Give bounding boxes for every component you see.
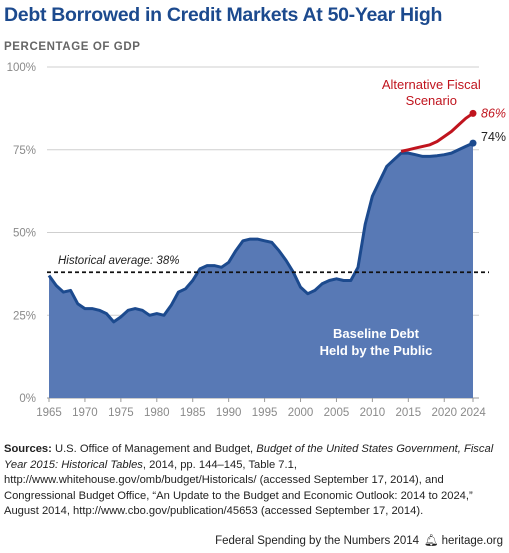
y-tick-label: 50% [13,228,36,240]
y-tick-label: 0% [19,393,36,405]
chart: 0% 25% 50% 75% 100% 1965 1970 1975 1980 1985 1990… [7,62,506,419]
baseline-end-point [469,139,477,147]
x-tick-label: 2010 [360,407,386,419]
sources-text-2: , 2014, pp. 144–145, Table 7.1, http://w… [4,458,473,518]
historical-average-label: Historical average: 38% [58,255,179,267]
x-tick-label: 1990 [216,407,242,419]
footer: Federal Spending by the Numbers 2014 🔔︎ he… [215,533,503,547]
sources-heading: Sources: [4,443,52,455]
y-tick-label: 100% [7,62,36,74]
y-tick-label: 75% [13,145,36,157]
sources-publication-title: Budget of the United States Government, … [4,443,494,471]
baseline-area [49,143,473,398]
x-tick-label: 2005 [324,407,350,419]
baseline-label-line-1: Baseline Debt [333,326,420,341]
liberty-bell-icon: 🔔︎ [424,535,439,547]
baseline-label-line-2: Held by the Public [320,343,433,358]
alt-scenario-label-line-2: Scenario [406,93,457,108]
baseline-end-label: 74% [481,130,506,144]
chart-title: Debt Borrowed in Credit Markets At 50-Ye… [4,4,443,26]
y-axis-unit-label: PERCENTAGE OF GDP [4,41,141,53]
footer-site: heritage.org [441,535,503,547]
alt-scenario-end-label: 86% [481,106,506,120]
x-tick-label: 1985 [180,407,206,419]
y-tick-label: 25% [13,310,36,322]
alt-scenario-end-point [469,109,477,117]
x-tick-label: 1975 [108,407,134,419]
x-tick-labels: 1965 1970 1975 1980 1985 1990 1995 2000 2005 2010… [36,398,486,419]
x-tick-label: 1970 [72,407,98,419]
alt-scenario-series-line [400,112,474,153]
alt-scenario-label-line-1: Alternative Fiscal [382,77,481,92]
sources-note: Sources: U.S. Office of Management and B… [4,442,504,520]
x-tick-label: 1995 [252,407,278,419]
x-tick-label: 2000 [288,407,314,419]
sources-text-1: U.S. Office of Management and Budget, [51,443,257,455]
x-tick-label: 1980 [144,407,170,419]
x-tick-label: 2020 [431,407,457,419]
x-tick-label: 1965 [36,407,62,419]
y-tick-labels: 0% 25% 50% 75% 100% [7,62,36,405]
footer-publication: Federal Spending by the Numbers 2014 [215,535,420,547]
x-tick-label: 2015 [396,407,422,419]
baseline-series-line [47,141,474,324]
x-tick-label: 2024 [460,407,486,419]
